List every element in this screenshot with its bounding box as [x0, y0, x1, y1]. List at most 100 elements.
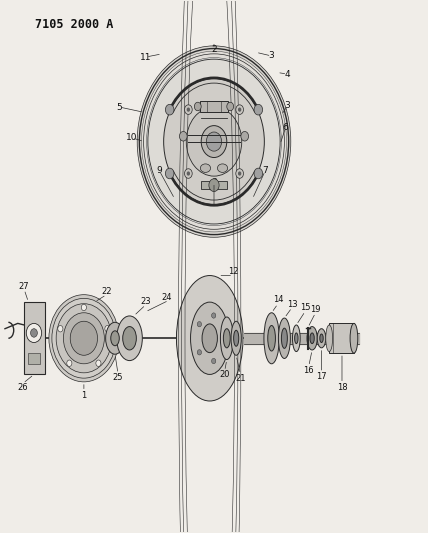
Text: 12: 12	[228, 268, 238, 276]
Circle shape	[241, 132, 249, 141]
FancyBboxPatch shape	[24, 302, 45, 374]
Text: 14: 14	[273, 295, 283, 304]
Text: 11: 11	[140, 53, 152, 61]
Circle shape	[105, 326, 110, 332]
Ellipse shape	[307, 327, 317, 350]
Text: 25: 25	[113, 373, 123, 382]
Circle shape	[147, 58, 281, 225]
Circle shape	[194, 102, 201, 111]
Circle shape	[236, 105, 244, 115]
FancyBboxPatch shape	[200, 101, 228, 112]
FancyBboxPatch shape	[329, 324, 354, 353]
Ellipse shape	[176, 276, 243, 401]
Ellipse shape	[223, 329, 230, 348]
Circle shape	[197, 350, 202, 355]
Text: 2: 2	[211, 45, 217, 54]
Ellipse shape	[217, 164, 228, 172]
Text: 3: 3	[285, 101, 290, 110]
Text: 5: 5	[116, 102, 122, 111]
Circle shape	[238, 172, 241, 176]
Circle shape	[30, 329, 37, 337]
Text: 1: 1	[81, 391, 86, 400]
Ellipse shape	[231, 321, 241, 356]
Ellipse shape	[234, 330, 239, 346]
Circle shape	[165, 168, 174, 179]
Ellipse shape	[310, 333, 314, 344]
Text: 15: 15	[300, 303, 311, 312]
Ellipse shape	[264, 313, 279, 364]
Text: 23: 23	[140, 296, 151, 305]
Circle shape	[165, 104, 174, 115]
FancyBboxPatch shape	[28, 353, 39, 364]
Ellipse shape	[190, 302, 229, 374]
Ellipse shape	[279, 318, 290, 359]
Text: 4: 4	[285, 70, 290, 78]
Circle shape	[209, 179, 219, 191]
Ellipse shape	[292, 325, 300, 352]
Ellipse shape	[281, 328, 287, 349]
Circle shape	[140, 49, 288, 235]
Text: 9: 9	[157, 166, 162, 175]
Ellipse shape	[117, 316, 143, 361]
Ellipse shape	[317, 329, 326, 348]
Text: 27: 27	[19, 281, 30, 290]
Text: 18: 18	[337, 383, 347, 392]
Circle shape	[26, 324, 42, 343]
Text: 20: 20	[220, 370, 230, 379]
Ellipse shape	[294, 333, 298, 344]
Ellipse shape	[111, 331, 119, 346]
Circle shape	[187, 108, 190, 112]
Circle shape	[187, 172, 190, 176]
Text: 10: 10	[126, 133, 138, 142]
Circle shape	[163, 79, 265, 204]
Circle shape	[254, 168, 263, 179]
Circle shape	[184, 105, 192, 115]
Circle shape	[63, 313, 104, 364]
Circle shape	[220, 336, 225, 341]
Text: 17: 17	[316, 372, 327, 381]
Circle shape	[238, 108, 241, 112]
Ellipse shape	[320, 334, 323, 343]
Ellipse shape	[268, 326, 276, 351]
Circle shape	[70, 321, 98, 356]
Text: 7: 7	[262, 166, 268, 175]
Circle shape	[49, 295, 119, 382]
Ellipse shape	[220, 317, 233, 360]
Text: 21: 21	[235, 374, 246, 383]
Circle shape	[206, 132, 222, 151]
Circle shape	[211, 358, 216, 364]
Text: 19: 19	[310, 304, 321, 313]
Circle shape	[197, 321, 202, 327]
Ellipse shape	[200, 164, 211, 172]
Circle shape	[58, 326, 63, 332]
Circle shape	[201, 126, 227, 158]
Text: 13: 13	[287, 300, 297, 309]
Ellipse shape	[106, 322, 125, 354]
Circle shape	[52, 298, 116, 378]
Circle shape	[81, 304, 86, 311]
Circle shape	[142, 51, 286, 232]
Circle shape	[236, 169, 244, 179]
Ellipse shape	[350, 324, 358, 353]
FancyBboxPatch shape	[201, 181, 227, 189]
Text: 7105 2000 A: 7105 2000 A	[35, 18, 113, 31]
Circle shape	[67, 360, 72, 366]
Text: 3: 3	[269, 52, 274, 60]
Text: 6: 6	[283, 123, 288, 132]
Text: 22: 22	[101, 287, 112, 296]
Text: 8: 8	[211, 178, 217, 187]
Circle shape	[179, 132, 187, 141]
Circle shape	[56, 304, 112, 373]
Text: 26: 26	[18, 383, 28, 392]
Circle shape	[184, 169, 192, 179]
Ellipse shape	[326, 325, 333, 352]
Circle shape	[186, 107, 242, 176]
Circle shape	[254, 104, 263, 115]
Text: 16: 16	[303, 366, 314, 375]
Circle shape	[227, 102, 234, 111]
Circle shape	[96, 360, 101, 366]
Text: 24: 24	[161, 293, 172, 302]
Ellipse shape	[123, 327, 137, 350]
Ellipse shape	[202, 324, 217, 353]
Circle shape	[148, 59, 280, 224]
